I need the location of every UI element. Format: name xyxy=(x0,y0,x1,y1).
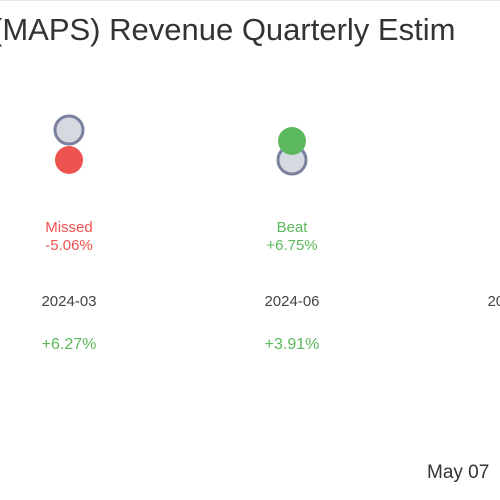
quarter-tick-label: 2024-03 xyxy=(41,293,96,310)
surprise-percent-label: +6.75% xyxy=(266,237,317,254)
footer-date: May 07 xyxy=(427,462,490,483)
top-border xyxy=(0,0,500,1)
quarter-tick-label: 2024-06 xyxy=(264,293,319,310)
quarter-tick-label: 2024-09 xyxy=(487,293,500,310)
estimate-point xyxy=(53,114,85,146)
growth-percent-label: +6.27% xyxy=(42,336,97,353)
surprise-percent-label: -5.06% xyxy=(45,237,93,254)
growth-percent-label: +3.91% xyxy=(265,336,320,353)
actual-point xyxy=(55,146,83,174)
result-status-label: Beat xyxy=(277,219,309,236)
actual-point xyxy=(278,127,306,155)
result-status-label: Missed xyxy=(45,219,93,236)
chart-title: (MAPS) Revenue Quarterly Estim xyxy=(0,12,456,47)
